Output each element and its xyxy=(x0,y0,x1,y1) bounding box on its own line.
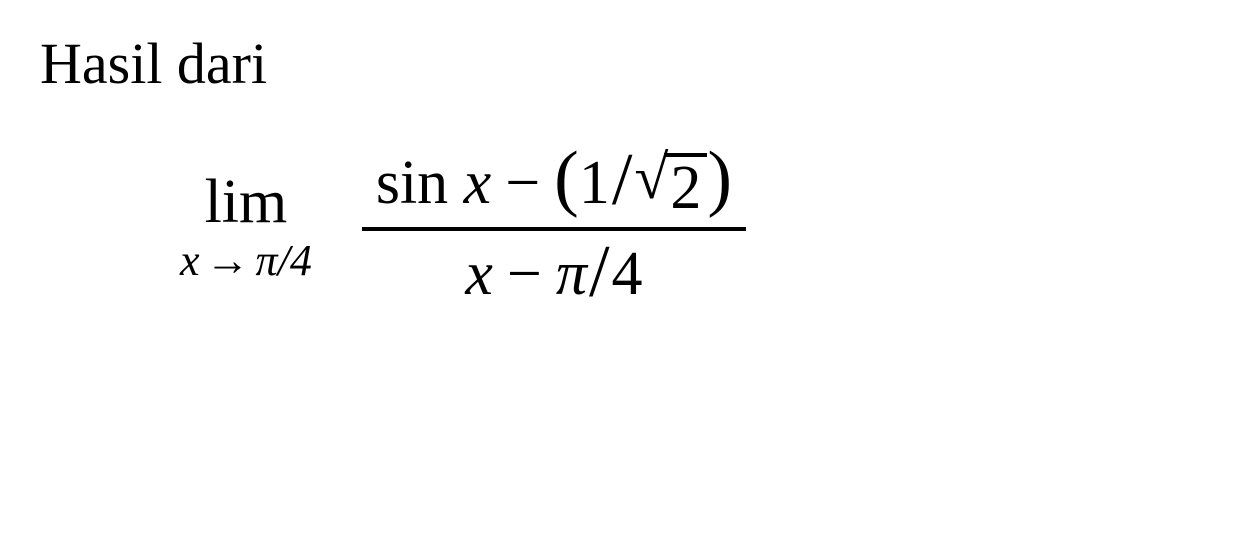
limit-target-denom: 4 xyxy=(290,236,312,285)
denominator-variable: x xyxy=(465,239,493,310)
limit-target-slash: / xyxy=(278,236,290,285)
numerator-minus: − xyxy=(491,148,554,219)
limit-variable: x xyxy=(180,236,200,285)
denominator-pi: π xyxy=(556,239,587,310)
limit-arrow: → xyxy=(200,236,256,285)
limit-subscript: x→π/4 xyxy=(180,237,312,285)
numerator-slash: / xyxy=(610,151,635,210)
limit-target-pi: π xyxy=(256,236,278,285)
sin-function: sin xyxy=(376,148,448,219)
left-paren: ( xyxy=(554,149,579,208)
denominator-slash: / xyxy=(587,243,612,302)
limit-expression: lim x→π/4 sin x−(1/√2) x−π/4 xyxy=(180,147,1198,310)
sqrt-block: √2 xyxy=(634,147,707,219)
right-paren: ) xyxy=(707,149,732,208)
sqrt-symbol: √ xyxy=(634,147,668,209)
numerator-variable: x xyxy=(464,148,492,219)
sqrt-argument: 2 xyxy=(664,153,707,219)
denominator-four: 4 xyxy=(612,239,643,310)
limit-operator: lim xyxy=(205,171,288,233)
denominator-minus: − xyxy=(493,239,556,310)
numerator: sin x−(1/√2) xyxy=(362,147,746,227)
fraction: sin x−(1/√2) x−π/4 xyxy=(362,147,746,310)
prompt-text: Hasil dari xyxy=(40,30,1198,97)
limit-operator-block: lim x→π/4 xyxy=(180,171,312,285)
numerator-one: 1 xyxy=(579,148,610,219)
denominator: x−π/4 xyxy=(451,231,656,310)
